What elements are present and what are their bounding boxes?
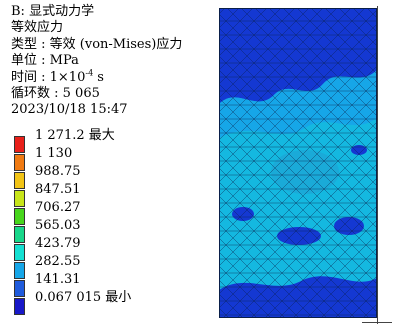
legend-swatch [14, 136, 25, 153]
legend-value: 565.03 [35, 218, 81, 233]
legend-swatch [14, 226, 25, 243]
analysis-title: B: 显式动力学 [11, 4, 95, 19]
result-name: 等效应力 [11, 20, 64, 36]
legend-swatch [14, 280, 25, 297]
legend-value: 423.79 [35, 236, 81, 251]
legend-value: 706.27 [35, 200, 81, 215]
cycle-count: 循环数 : 5 065 [11, 86, 100, 102]
finite-element-mesh [219, 8, 377, 318]
plate-outline [219, 8, 377, 318]
result-unit: 单位 : MPa [11, 53, 79, 69]
frame-edge-line [377, 6, 378, 324]
stress-contour-plot [219, 8, 377, 318]
frame-base-line [362, 322, 392, 323]
legend-swatch [14, 190, 25, 207]
legend-value: 0.067 015 最小 [35, 290, 132, 305]
legend-value: 847.51 [35, 182, 81, 197]
result-type: 类型 : 等效 (von-Mises)应力 [11, 36, 183, 52]
legend-value: 282.55 [35, 254, 81, 269]
legend-value: 141.31 [35, 272, 81, 287]
legend-value: 988.75 [35, 164, 81, 179]
result-info-panel: B: 显式动力学 等效应力 类型 : 等效 (von-Mises)应力 单位 :… [11, 4, 182, 119]
legend-swatch [14, 208, 25, 225]
timestamp: 2023/10/18 15:47 [11, 102, 128, 118]
legend-value: 1 130 [35, 146, 73, 161]
legend-swatch [14, 244, 25, 261]
legend-swatch [14, 172, 25, 189]
legend-swatch [14, 262, 25, 279]
legend-value: 1 271.2 最大 [35, 128, 115, 143]
result-time: 时间 : 1×10-4 s [11, 68, 104, 85]
legend-swatch [14, 298, 25, 315]
legend-swatch [14, 154, 25, 171]
